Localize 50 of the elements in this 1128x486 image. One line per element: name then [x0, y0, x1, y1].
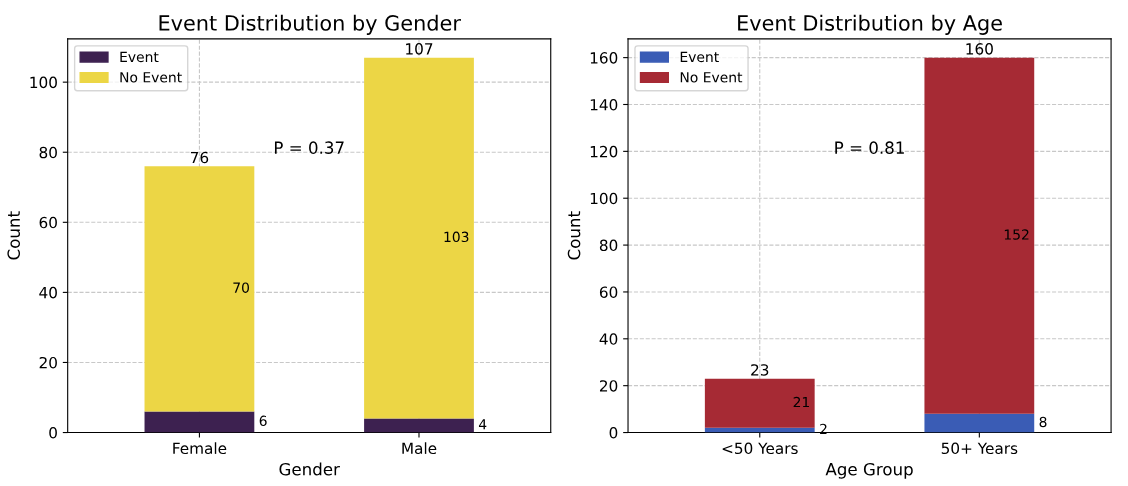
- y-tick-label: 120: [590, 145, 618, 158]
- y-tick-label: 20: [39, 356, 57, 369]
- y-tick-label: 100: [30, 76, 57, 89]
- total-label: 23: [751, 364, 769, 376]
- y-tick-label: 140: [590, 98, 618, 111]
- total-label: 76: [190, 151, 209, 164]
- data-label: 2: [820, 423, 827, 435]
- bar: [924, 413, 1035, 433]
- data-label: 6: [259, 415, 267, 427]
- bar: [144, 411, 255, 433]
- y-tick-label: 0: [609, 427, 618, 439]
- data-label: 103: [444, 231, 469, 243]
- x-axis-title: Age Group: [825, 462, 913, 479]
- data-label: 70: [233, 282, 249, 293]
- x-axis-title: Gender: [279, 462, 340, 476]
- y-tick-label: 60: [599, 286, 618, 298]
- x-tick-label: <50 Years: [722, 442, 798, 455]
- bar: [144, 166, 255, 412]
- x-tick-label: Female: [173, 442, 227, 455]
- y-tick-label: 0: [49, 427, 57, 439]
- total-label: 107: [406, 43, 433, 55]
- total-label: 160: [966, 43, 993, 55]
- x-tick-label: Male: [402, 442, 437, 455]
- legend-label: Event: [120, 51, 159, 63]
- legend-label: No Event: [680, 72, 743, 83]
- bar: [364, 57, 474, 419]
- chart-title: Event Distribution by Gender: [159, 14, 461, 35]
- legend-label: Event: [680, 51, 719, 63]
- data-label: 152: [1004, 229, 1029, 240]
- y-tick-label: 60: [39, 216, 57, 229]
- chart-title: Event Distribution by Age: [738, 14, 1002, 35]
- annotation: P = 0.37: [274, 141, 344, 154]
- y-tick-label: 80: [39, 146, 57, 159]
- bar: [364, 418, 474, 433]
- y-tick-label: 40: [39, 286, 57, 299]
- data-label: 8: [1039, 416, 1047, 428]
- data-label: 21: [793, 396, 809, 408]
- y-tick-label: 100: [590, 192, 618, 205]
- bar: [704, 378, 815, 428]
- y-tick-label: 160: [590, 52, 618, 64]
- bar: [924, 57, 1035, 414]
- y-tick-label: 40: [599, 333, 618, 345]
- legend-label: No Event: [120, 72, 182, 83]
- y-axis-title: Count: [567, 211, 581, 260]
- y-tick-label: 20: [599, 380, 618, 392]
- data-label: 4: [478, 419, 487, 430]
- x-tick-label: 50+ Years: [941, 442, 1018, 455]
- y-axis-title: Count: [7, 211, 21, 260]
- y-tick-label: 80: [599, 239, 618, 252]
- annotation: P = 0.81: [835, 141, 904, 154]
